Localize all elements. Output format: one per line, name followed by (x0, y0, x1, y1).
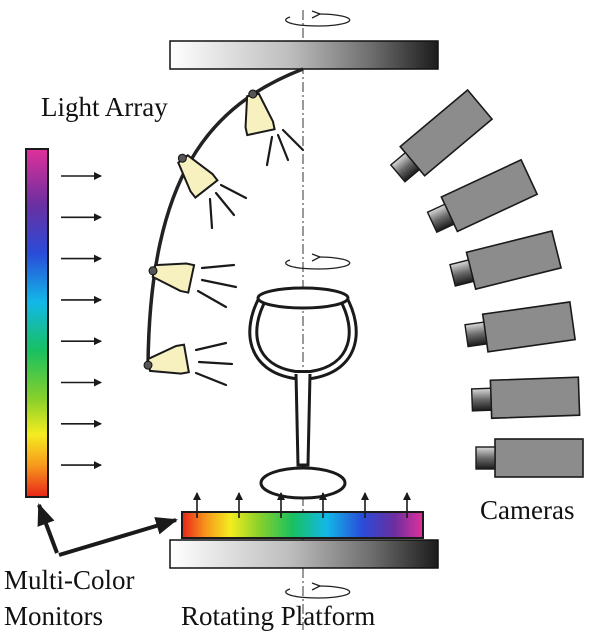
camera-1 (389, 88, 494, 183)
monitors-label: Monitors (4, 601, 104, 631)
camera-6 (475, 438, 584, 478)
camera-lens (426, 203, 455, 234)
lamp-2 (177, 153, 219, 199)
light-array-label: Light Array (41, 92, 168, 122)
monitor-pointer-arrows (37, 503, 178, 557)
left-monitor (25, 148, 49, 498)
cameras-label: Cameras (480, 495, 575, 525)
camera-body (489, 376, 581, 420)
light-array-arc (146, 67, 304, 366)
multi-color-label: Multi-Color (4, 565, 135, 595)
lamp-3-rays (196, 263, 238, 309)
camera-lens (389, 151, 421, 183)
rotation-indicator-middle (285, 253, 351, 270)
top-plate (169, 40, 439, 70)
left-monitor-arrows (61, 172, 102, 470)
camera-lens (470, 387, 493, 412)
rotating-platform-label: Rotating Platform (181, 601, 376, 631)
camera-body (440, 158, 539, 233)
lamp-1 (244, 89, 276, 137)
camera-4 (464, 301, 577, 353)
camera-lens (449, 259, 475, 287)
camera-2 (426, 158, 539, 234)
camera-body (494, 438, 584, 478)
light-array (143, 89, 305, 387)
bottom-monitor (181, 511, 424, 539)
bottom-plate (169, 539, 439, 569)
camera-lens (475, 446, 496, 470)
camera-5 (470, 376, 581, 420)
camera-array (389, 88, 584, 478)
lamp-4 (143, 343, 191, 375)
lamp-4-rays (194, 341, 234, 387)
camera-body (481, 301, 577, 353)
wine-glass (248, 286, 358, 500)
lamp-3 (148, 262, 196, 294)
camera-lens (464, 321, 488, 348)
rotation-indicator-bottom (285, 582, 351, 599)
bottom-monitor-arrows (193, 492, 411, 518)
camera-3 (449, 230, 563, 291)
rotation-indicator-top (285, 10, 351, 27)
camera-body (465, 230, 563, 291)
lamp-2-rays (208, 183, 248, 230)
lamp-1-rays (265, 128, 305, 167)
